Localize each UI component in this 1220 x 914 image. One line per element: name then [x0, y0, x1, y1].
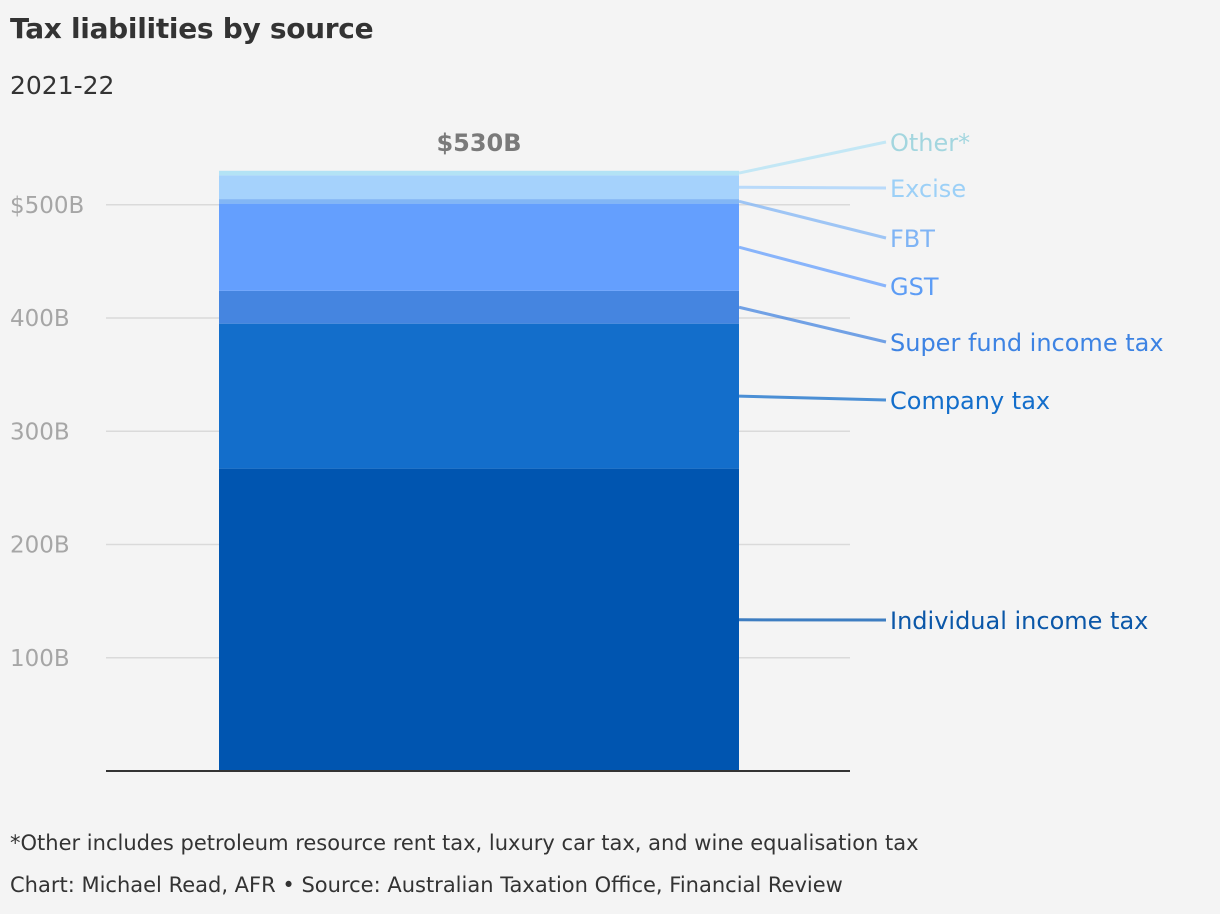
bar-stack [219, 170, 739, 771]
y-tick-label: 400B [10, 306, 70, 332]
series-label: FBT [890, 225, 935, 253]
bar-segment-excise [219, 175, 739, 200]
source-credit: Chart: Michael Read, AFR • Source: Austr… [10, 873, 843, 897]
bar-segment-individual-income-tax [219, 468, 739, 771]
series-labels: Individual income tax Company tax Super fu… [890, 129, 1164, 635]
leader-line [738, 140, 887, 175]
y-tick-label: 100B [10, 646, 70, 672]
series-label: Individual income tax [890, 607, 1148, 635]
leader-line [738, 199, 887, 240]
bar-segment-fbt [219, 199, 739, 204]
total-value-label: $530B [436, 129, 521, 157]
leader-line [738, 245, 887, 288]
bar-segment-super-fund-income-tax [219, 290, 739, 324]
series-label: Super fund income tax [890, 329, 1164, 357]
y-tick-label: 300B [10, 419, 70, 445]
bar-segment-gst [219, 203, 739, 291]
series-label: GST [890, 273, 939, 301]
series-label: Company tax [890, 387, 1050, 415]
series-label: Excise [890, 175, 966, 203]
leader-line [738, 394, 887, 402]
y-tick-label: 200B [10, 533, 70, 559]
bar-segment-company-tax [219, 323, 739, 469]
leader-line [738, 305, 887, 344]
bar-segment-other [219, 170, 739, 176]
footnote: *Other includes petroleum resource rent … [10, 831, 919, 855]
chart-subtitle: 2021-22 [10, 71, 115, 100]
series-label: Other* [890, 129, 970, 157]
y-tick-label: $500B [10, 193, 84, 219]
chart-title: Tax liabilities by source [10, 12, 374, 45]
leader-line [738, 185, 887, 190]
label-leader-lines [738, 140, 887, 622]
